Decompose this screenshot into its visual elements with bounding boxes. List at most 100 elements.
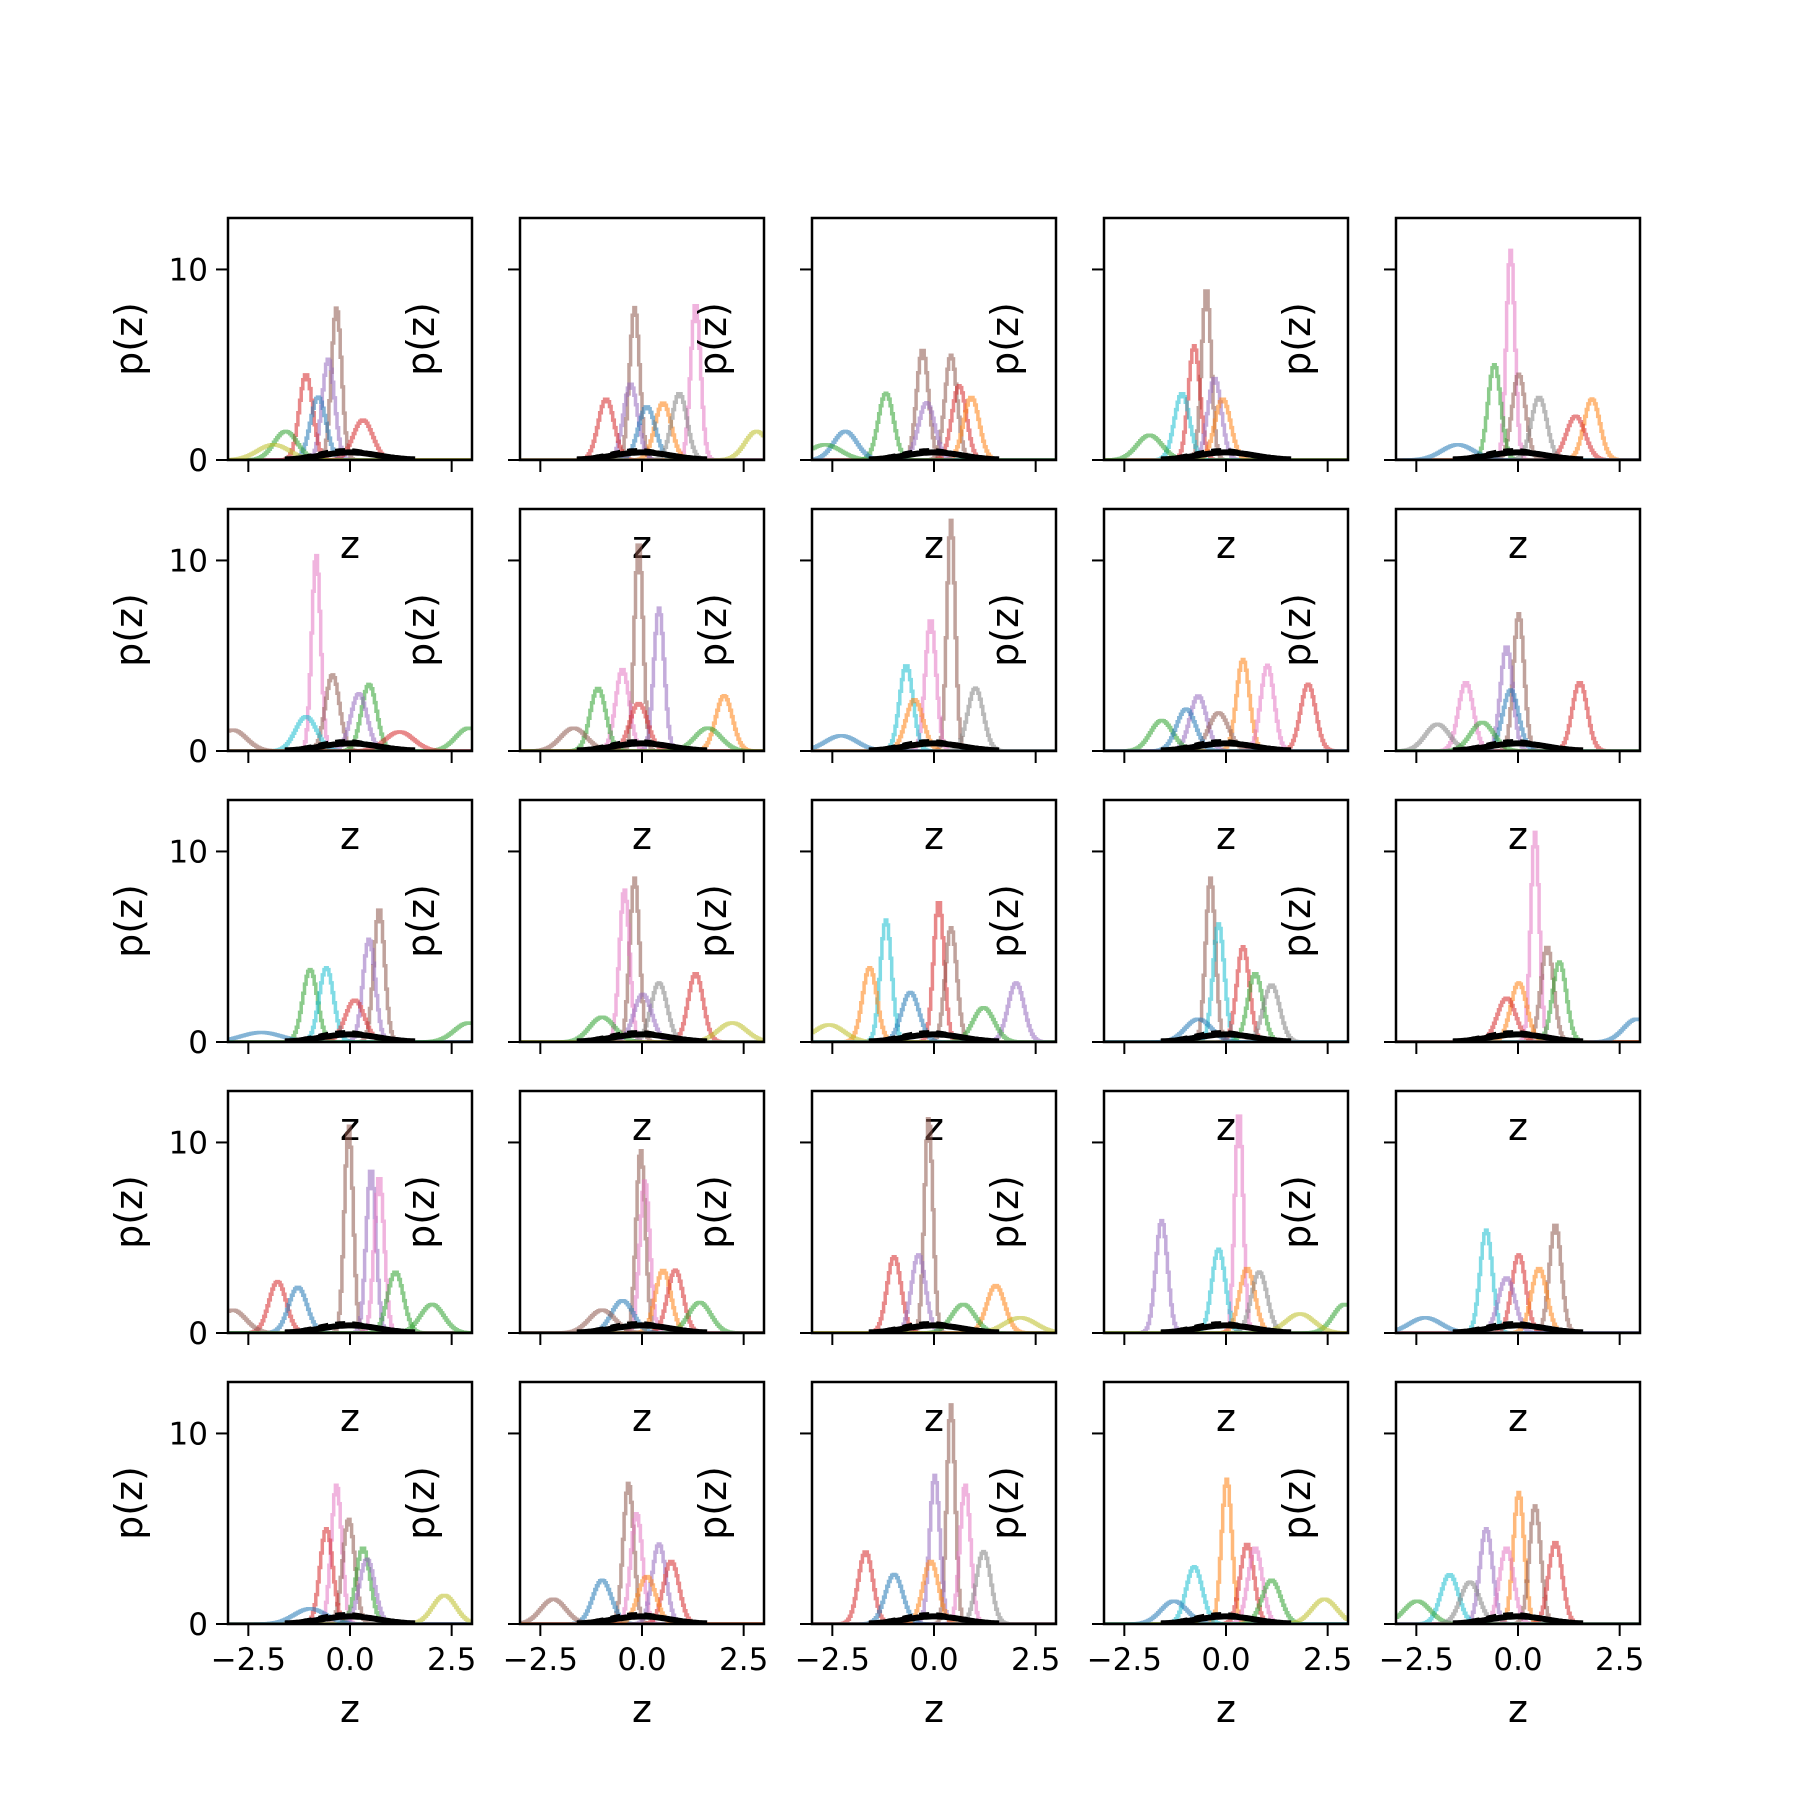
- y-axis-label: p(z): [691, 1175, 735, 1249]
- y-axis-label: p(z): [399, 302, 443, 376]
- subplot-r0-c4: z p(z): [1275, 216, 1642, 567]
- pdf-curve-series-8: [812, 1023, 1056, 1042]
- subplot-r0-c2: z p(z): [691, 216, 1058, 567]
- pdf-curve-series-1: [520, 1574, 764, 1624]
- reference-curve-dashed: [868, 739, 1000, 751]
- pdf-curve-series-1: [1104, 397, 1348, 460]
- subplot-r2-c1: z p(z): [399, 798, 766, 1149]
- pdf-curve-series-0: [1396, 1316, 1640, 1333]
- subplot-r1-c4: z p(z): [1275, 507, 1642, 858]
- pdf-curve-series-4: [1104, 1218, 1348, 1333]
- pdf-curve-series-7: [520, 391, 764, 460]
- x-axis-label: z: [1216, 814, 1236, 858]
- pdf-curve-series-6: [520, 1179, 764, 1333]
- pdf-curve-series-9: [1104, 922, 1348, 1042]
- y-axis-label: p(z): [1275, 302, 1319, 376]
- y-axis-label: p(z): [1275, 593, 1319, 667]
- pdf-curve-series-5: [1104, 711, 1348, 751]
- plot-area: [1104, 1114, 1348, 1333]
- pdf-curve-series-4: [812, 1253, 1056, 1333]
- subplot-grid: 010zp(z)zp(z)zp(z)zp(z)zp(z)010zp(z)zp(z…: [107, 216, 1644, 1731]
- y-axis-label: p(z): [1275, 1466, 1319, 1540]
- y-axis-label: p(z): [107, 884, 151, 958]
- pdf-curve-series-0: [812, 429, 1056, 460]
- y-tick-label: 10: [169, 1125, 208, 1161]
- pdf-curve-series-3: [1396, 1540, 1640, 1624]
- x-tick-label: 0.0: [325, 1642, 374, 1678]
- pdf-curve-series-2: [228, 726, 472, 751]
- pdf-curve-series-5: [1396, 372, 1640, 460]
- pdf-curve-series-3: [1104, 1542, 1348, 1624]
- reference-curve-dashed: [1452, 1030, 1584, 1042]
- x-axis-label: z: [1508, 523, 1528, 567]
- pdf-curve-series-0: [812, 734, 1056, 751]
- plot-area: [1396, 248, 1640, 460]
- y-tick-label: 0: [188, 1025, 208, 1061]
- x-axis-label: z: [924, 1687, 944, 1731]
- pdf-curve-series-0: [1396, 1017, 1640, 1042]
- subplot-r4-c0: −2.5 0.0 2.5 0 10 z p(z): [107, 1380, 476, 1731]
- y-axis-label: p(z): [107, 593, 151, 667]
- pdf-curve-series-3: [1104, 944, 1348, 1042]
- pdf-curve-series-8: [228, 1593, 472, 1624]
- subplot-r3-c0: 0 10 z p(z): [107, 1089, 474, 1440]
- pdf-curve-series-6: [1104, 1114, 1348, 1333]
- x-tick-label: −2.5: [1379, 1642, 1454, 1678]
- pdf-curve-series-4: [520, 382, 764, 460]
- reference-curve-dashed: [868, 1030, 1000, 1042]
- pdf-curve-series-3: [812, 383, 1056, 460]
- subplot-r1-c0: 0 10 z p(z): [107, 507, 474, 858]
- pdf-curve-series-9: [228, 965, 472, 1042]
- pdf-curve-series-4: [812, 401, 1056, 460]
- pdf-curve-series-5: [228, 728, 472, 751]
- pdf-curve-series-5: [812, 1116, 1056, 1333]
- pdf-curve-series-1: [520, 401, 764, 460]
- pdf-curve-series-4: [1104, 694, 1348, 751]
- x-axis-label: z: [632, 1687, 652, 1731]
- pdf-curve-series-5: [228, 306, 472, 460]
- subplot-r0-c0: 0 10 z p(z): [107, 216, 474, 567]
- x-axis-label: z: [632, 1396, 652, 1440]
- pdf-curve-series-7: [1396, 395, 1640, 460]
- pdf-curve-series-0: [812, 990, 1056, 1042]
- pdf-curve-series-2: [228, 1021, 472, 1042]
- x-tick-label: 0.0: [1201, 1642, 1250, 1678]
- pdf-curve-series-5: [520, 876, 764, 1042]
- x-tick-label: 2.5: [1303, 1642, 1352, 1678]
- y-tick-label: 10: [169, 543, 208, 579]
- pdf-curve-series-5: [228, 908, 472, 1042]
- subplot-r1-c2: z p(z): [691, 507, 1058, 858]
- reference-curve-dashed: [576, 1321, 708, 1333]
- pdf-curve-series-4: [228, 1557, 472, 1624]
- x-tick-label: −2.5: [503, 1642, 578, 1678]
- pdf-curve-series-1: [520, 693, 764, 751]
- reference-curve-dashed: [284, 1030, 416, 1042]
- reference-curve-dashed: [868, 1612, 1000, 1624]
- pdf-curve-series-1: [1396, 1266, 1640, 1333]
- x-tick-label: −2.5: [1087, 1642, 1162, 1678]
- subplot-r4-c4: −2.5 0.0 2.5 z p(z): [1275, 1380, 1644, 1731]
- pdf-curve-series-8: [1104, 1597, 1348, 1624]
- subplot-r3-c4: z p(z): [1275, 1089, 1642, 1440]
- pdf-curve-series-2: [228, 1302, 472, 1333]
- x-axis-label: z: [1216, 1105, 1236, 1149]
- x-tick-label: 2.5: [1011, 1642, 1060, 1678]
- subplot-r0-c1: zp(z): [399, 216, 766, 567]
- pdf-curve-series-1: [1104, 1477, 1348, 1624]
- pdf-curve-series-1: [520, 1268, 764, 1333]
- pdf-curve-series-3: [1104, 682, 1348, 751]
- reference-curve-dashed: [1160, 1030, 1292, 1042]
- x-tick-label: 0.0: [617, 1642, 666, 1678]
- pdf-curve-series-5: [812, 925, 1056, 1042]
- reference-curve-dashed: [576, 1030, 708, 1042]
- x-axis-label: z: [1216, 1687, 1236, 1731]
- x-tick-label: 2.5: [1595, 1642, 1644, 1678]
- pdf-curve-series-4: [520, 606, 764, 751]
- y-tick-label: 10: [169, 1416, 208, 1452]
- subplot-r3-c2: z p(z): [691, 1089, 1058, 1440]
- reference-curve-dashed: [284, 1321, 416, 1333]
- pdf-curve-series-5: [520, 305, 764, 460]
- pdf-curve-series-0: [520, 1298, 764, 1333]
- pdf-curve-series-5: [520, 1597, 764, 1624]
- pdf-curve-series-5: [228, 673, 472, 751]
